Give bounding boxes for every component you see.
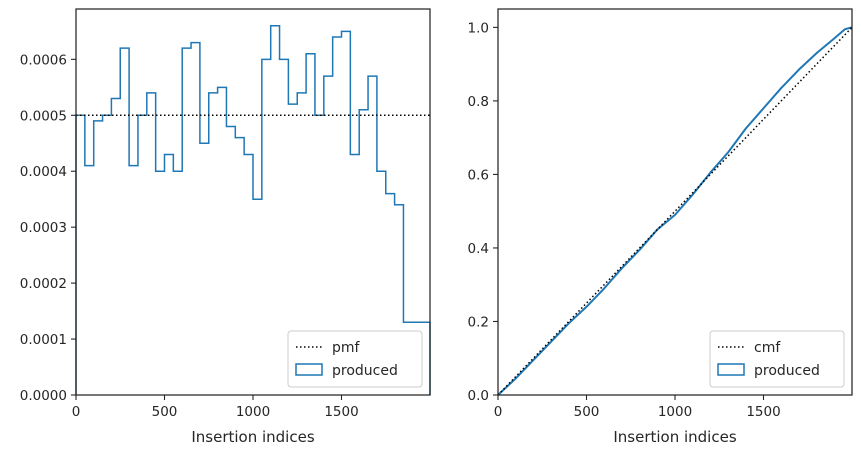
produced-cdf-line <box>497 26 853 396</box>
y-tick-label: 0.0004 <box>20 164 67 180</box>
x-tick-label: 500 <box>152 404 178 420</box>
y-tick-label: 1.0 <box>468 20 489 36</box>
x-tick-label: 1500 <box>324 404 358 420</box>
legend-label: pmf <box>332 340 361 356</box>
y-tick-label: 0.0006 <box>20 52 67 68</box>
x-tick-label: 1500 <box>746 404 780 420</box>
legend-label: produced <box>332 363 398 379</box>
x-tick-label: 0 <box>72 404 81 420</box>
y-tick-label: 0.0 <box>468 388 489 404</box>
x-tick-label: 1000 <box>236 404 270 420</box>
y-tick-label: 0.8 <box>468 94 489 110</box>
y-tick-label: 0.0005 <box>20 108 67 124</box>
x-tick-label: 0 <box>494 404 503 420</box>
x-tick-label: 500 <box>574 404 600 420</box>
y-tick-label: 0.4 <box>468 241 489 257</box>
x-axis-title: Insertion indices <box>191 428 314 446</box>
legend-swatch-patch <box>295 363 323 376</box>
left-chart-panel: 0.0000 0.0001 0.0002 0.0003 0.0004 0.0005 0.00… <box>20 8 431 446</box>
y-tick-label: 0.2 <box>468 314 489 330</box>
legend-swatch-patch <box>717 363 745 376</box>
x-tick-label: 1000 <box>658 404 692 420</box>
legend-label: cmf <box>754 340 781 356</box>
y-tick-label: 0.6 <box>468 167 489 183</box>
x-axis-title: Insertion indices <box>613 428 736 446</box>
y-tick-label: 0.0002 <box>20 276 67 292</box>
legend-label: produced <box>754 363 820 379</box>
y-tick-label: 0.0003 <box>20 220 67 236</box>
produced-histogram-step <box>75 25 431 395</box>
right-chart-panel: 0.0 0.2 0.4 0.6 0.8 1.0 0 500 1000 1500 Insertion … <box>468 8 853 446</box>
y-tick-label: 0.0000 <box>20 388 67 404</box>
cmf-line <box>497 26 853 396</box>
y-tick-label: 0.0001 <box>20 332 67 348</box>
